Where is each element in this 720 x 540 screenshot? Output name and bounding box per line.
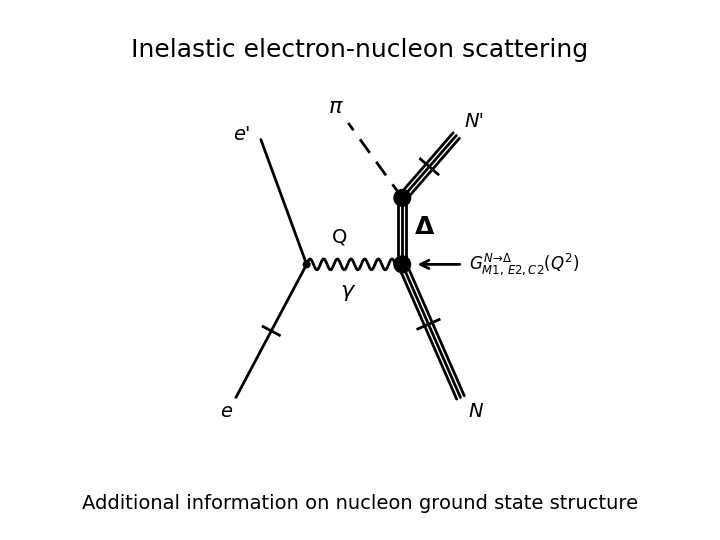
Text: $\pi$: $\pi$ [328, 97, 344, 117]
Text: Q: Q [332, 228, 348, 247]
Text: $\gamma$: $\gamma$ [340, 284, 356, 303]
Circle shape [394, 256, 410, 273]
Text: $G^{N\!\rightarrow\!\Delta}_{M1,\,E2,C2}(Q^2)$: $G^{N\!\rightarrow\!\Delta}_{M1,\,E2,C2}… [469, 252, 580, 277]
Text: e': e' [233, 125, 251, 144]
Text: e: e [220, 402, 232, 421]
Text: N': N' [464, 112, 485, 131]
Text: $\mathbf{\Delta}$: $\mathbf{\Delta}$ [414, 215, 435, 239]
Text: Additional information on nucleon ground state structure: Additional information on nucleon ground… [82, 494, 638, 513]
Circle shape [303, 261, 310, 268]
Text: Inelastic electron-nucleon scattering: Inelastic electron-nucleon scattering [132, 38, 588, 62]
Circle shape [394, 190, 410, 206]
Text: N: N [469, 402, 483, 421]
